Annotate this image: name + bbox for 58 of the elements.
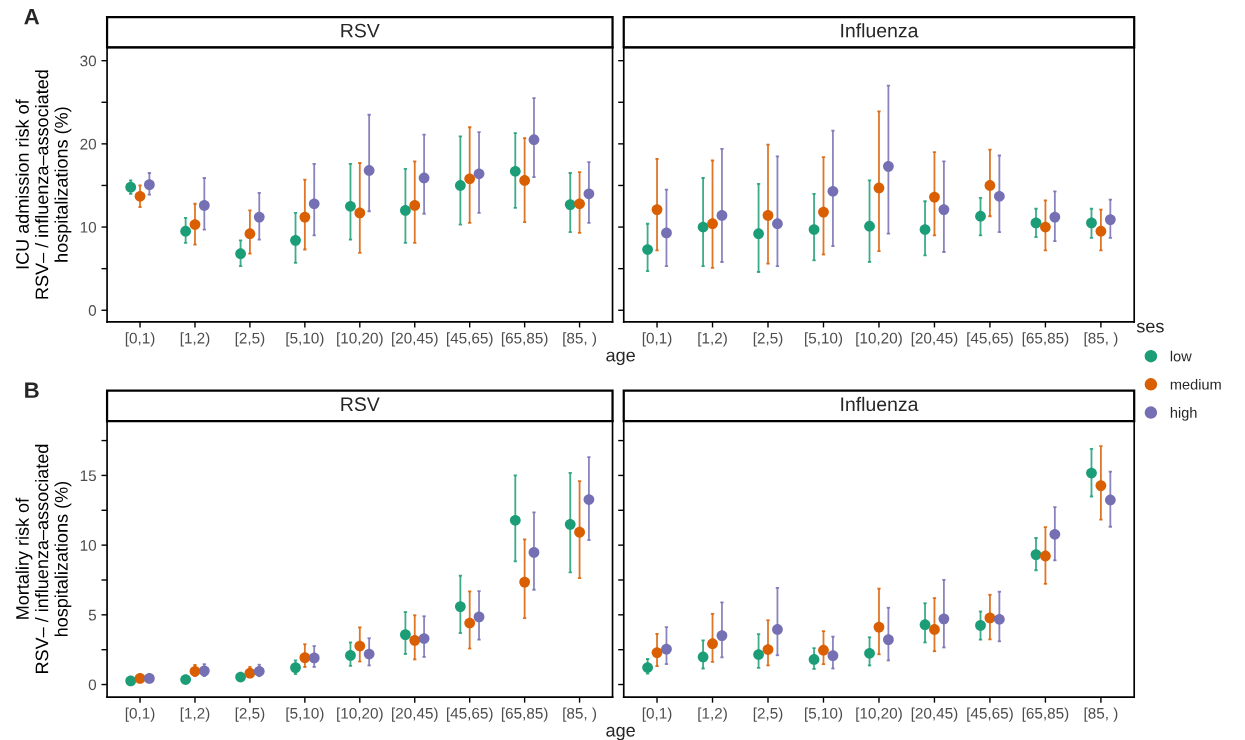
x-tick-label: [45,65) (447, 707, 493, 722)
x-tick-label: [10,20) (856, 707, 902, 722)
x-tick-label: [5,10) (286, 707, 324, 722)
y-tick-label: 20 (80, 138, 97, 150)
x-tick-label: [0,1) (125, 707, 155, 722)
x-tick-label: [20,45) (911, 707, 958, 722)
y-tick-label: 0 (88, 305, 97, 316)
x-axis-title: age (606, 351, 635, 366)
x-tick-label: [20,45) (392, 332, 438, 347)
x-tick-label: [1,2) (698, 332, 727, 347)
x-tick-label: [2,5) (753, 332, 783, 347)
y-tick-label: 15 (80, 470, 97, 482)
x-tick-label: [65,85) (1022, 332, 1069, 347)
x-tick-label: [1,2) (698, 707, 727, 722)
legend-label: low (1170, 350, 1192, 362)
y-tick-label: 30 (80, 55, 97, 67)
y-tick-label: 10 (80, 221, 97, 233)
x-tick-label: [1,2) (180, 707, 210, 722)
chart-title: Influenza (841, 396, 919, 412)
chart-title: RSV (341, 397, 380, 412)
x-tick-label: [65,85) (501, 707, 548, 722)
chart-title: Influenza (841, 23, 919, 38)
x-tick-label: [0,1) (125, 332, 155, 347)
x-tick-label: [5,10) (805, 707, 843, 722)
x-tick-label: [5,10) (805, 332, 843, 347)
x-tick-label: [65,85) (501, 332, 548, 347)
x-tick-label: [85, ) (563, 707, 597, 722)
x-tick-label: [85, ) (1084, 707, 1118, 722)
x-tick-label: [0,1) (642, 707, 672, 722)
x-tick-label: [10,20) (337, 332, 383, 347)
x-tick-label: [20,45) (392, 707, 438, 722)
x-tick-label: [20,45) (911, 332, 958, 347)
x-tick-label: [85, ) (563, 332, 597, 347)
x-tick-label: [2,5) (235, 332, 265, 347)
x-tick-label: [45,65) (447, 332, 493, 347)
legend-label: medium (1170, 378, 1221, 390)
x-tick-label: [85, ) (1084, 332, 1118, 347)
y-tick-label: 5 (88, 609, 97, 621)
x-tick-label: [5,10) (286, 332, 324, 347)
x-tick-label: [65,85) (1022, 707, 1069, 722)
x-tick-label: [45,65) (967, 332, 1013, 347)
x-axis-title: age (606, 726, 635, 740)
x-tick-label: [0,1) (642, 332, 672, 347)
text: A (24, 8, 40, 25)
x-tick-label: [2,5) (235, 707, 265, 722)
y-tick-label: 0 (88, 679, 97, 691)
x-tick-label: [10,20) (856, 332, 902, 347)
text: B (25, 382, 39, 398)
x-tick-label: [2,5) (753, 707, 783, 722)
chart-title: RSV (341, 23, 380, 38)
legend-title: ses (1136, 322, 1164, 333)
x-tick-label: [10,20) (337, 707, 383, 722)
legend-label: high (1170, 407, 1197, 421)
y-axis-title: Mortaliry risk of RSV– / influenza–associated hospitalizations (%) (15, 444, 72, 674)
y-tick-label: 10 (80, 540, 97, 551)
x-tick-label: [45,65) (967, 707, 1013, 722)
y-axis-title: ICU admission risk of RSV– / influenza–associated hospitalizations (%) (15, 70, 72, 299)
x-tick-label: [1,2) (180, 332, 210, 347)
